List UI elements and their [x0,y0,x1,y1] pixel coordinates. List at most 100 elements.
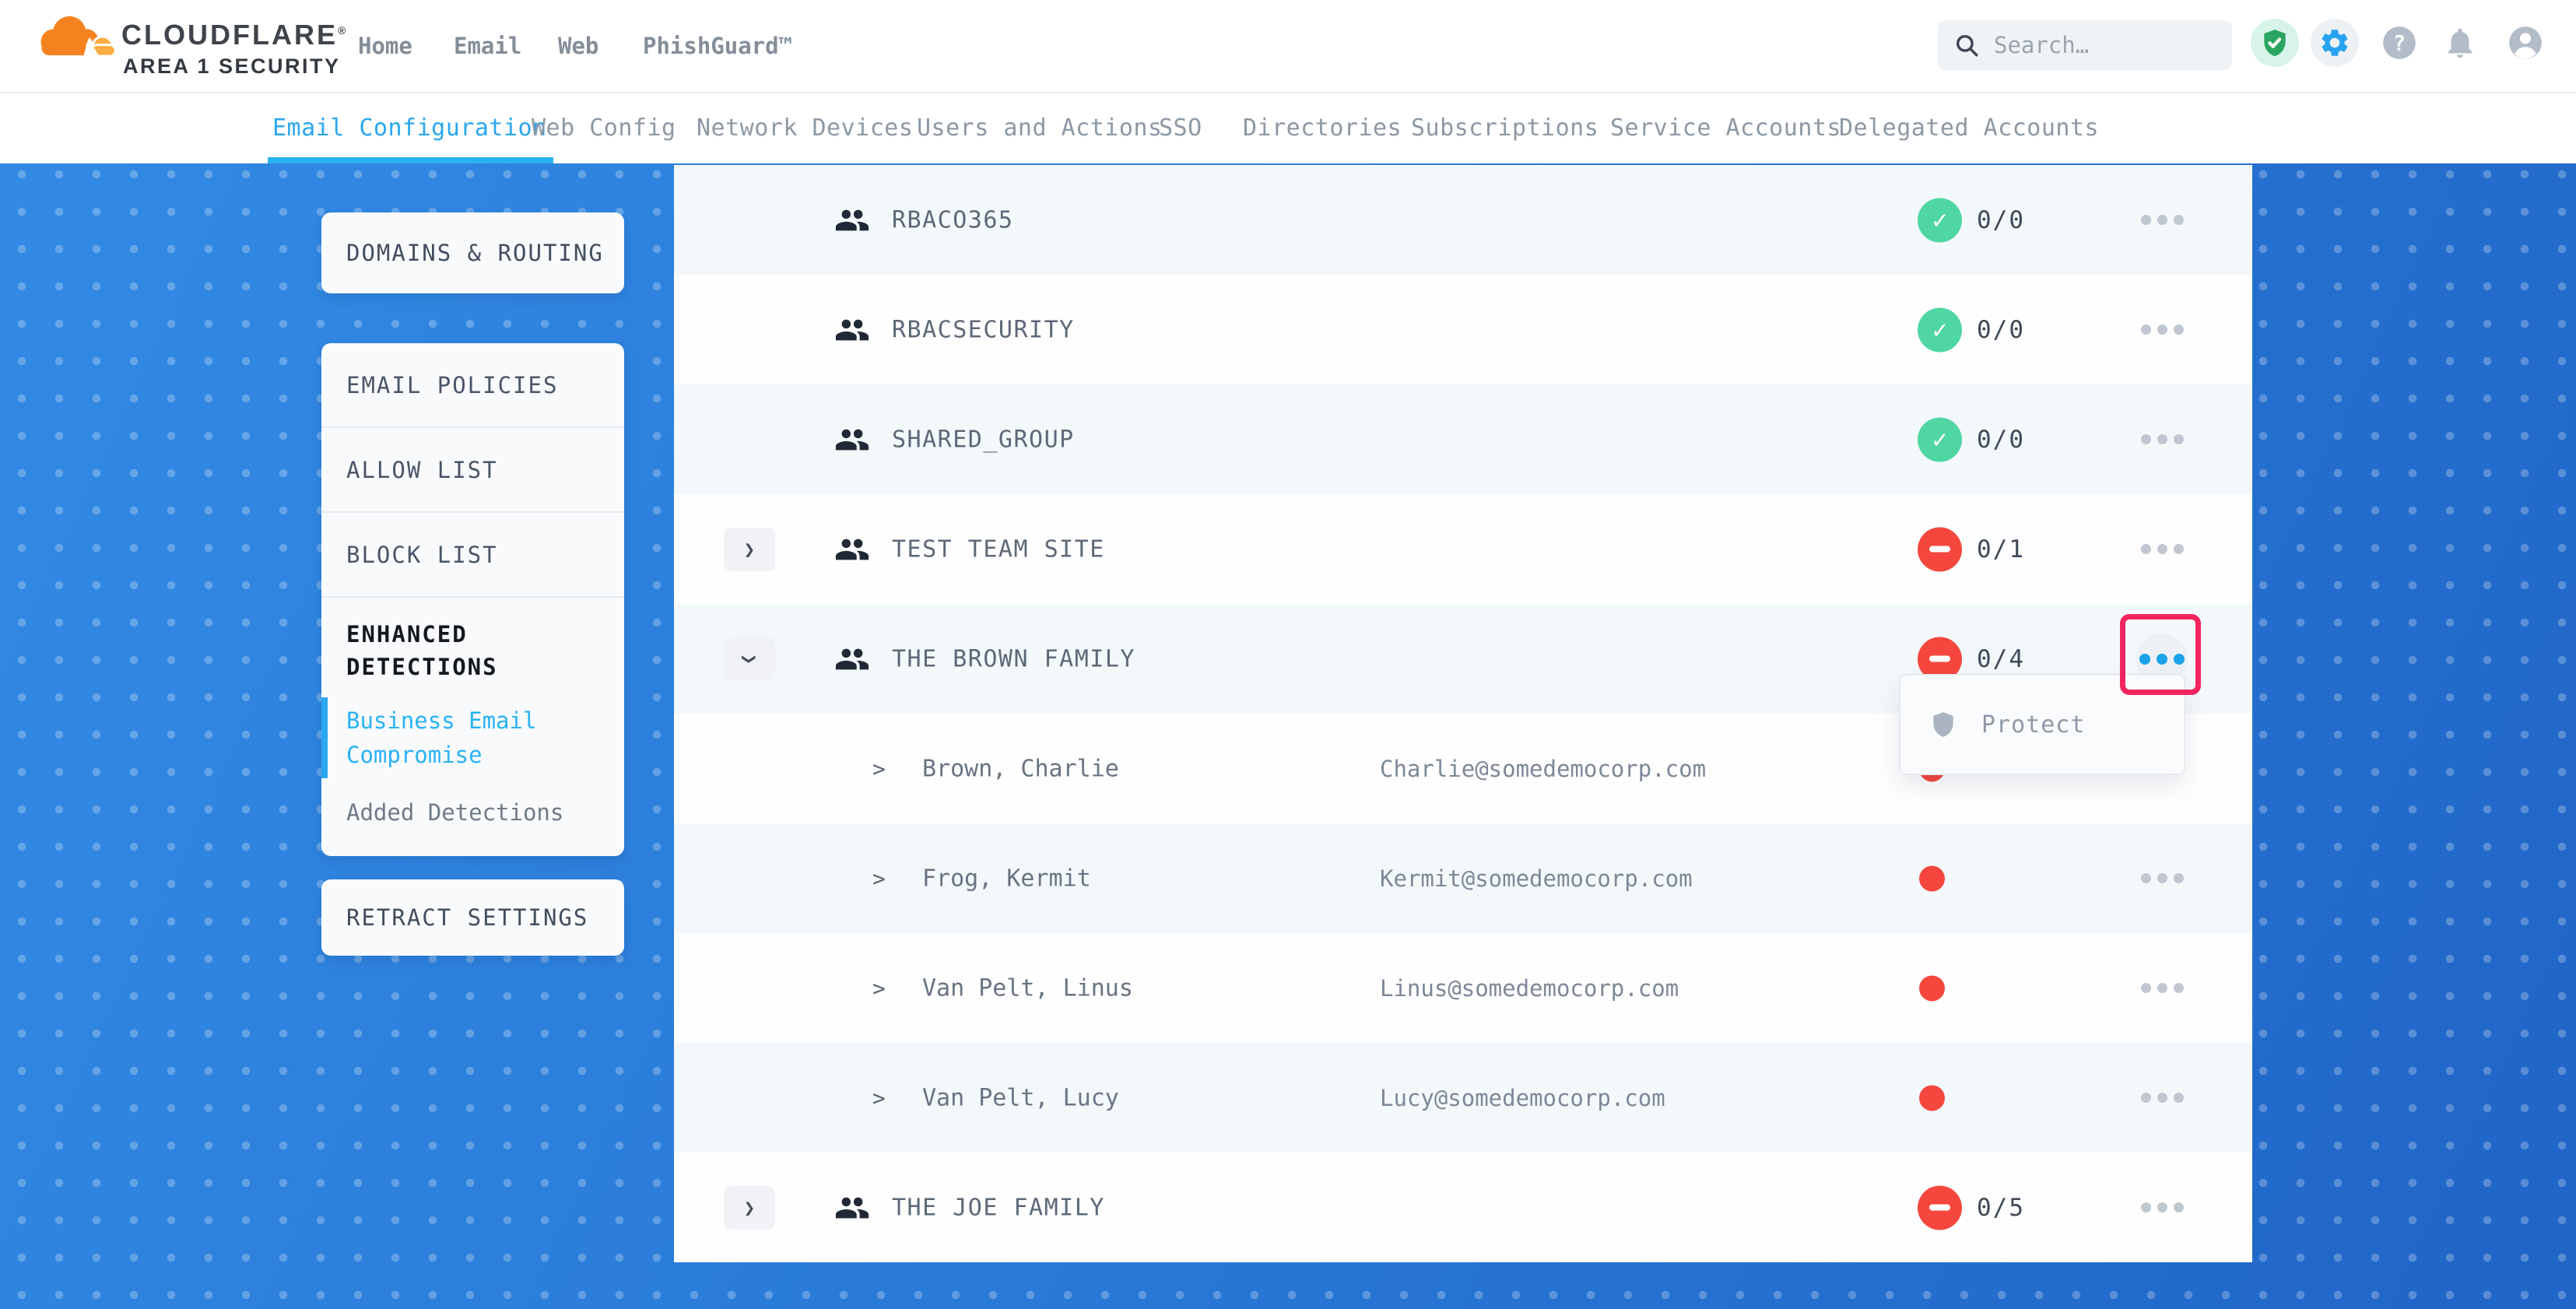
menu-item-protect[interactable]: Protect [1900,676,2184,774]
more-actions-button[interactable] [2136,1072,2188,1124]
account-button[interactable] [2501,19,2550,67]
status-badge-protected: ✓ [1918,417,1962,461]
question-icon: ? [2380,23,2419,62]
header-nav-link-home[interactable]: Home [358,33,412,59]
status-badge-unprotected [1918,637,1962,681]
more-actions-icon [2140,434,2184,444]
shield-icon [1928,710,1958,739]
chevron-right-icon[interactable]: > [872,756,886,781]
member-email: Kermit@somedemocorp.com [1380,865,1693,892]
member-email: Charlie@somedemocorp.com [1380,755,1707,782]
expand-button[interactable]: ❯ [724,1185,775,1230]
group-row-rbaco365: RBACO365 ✓ 0/0 [674,165,2252,275]
collapse-button[interactable]: ❯ [724,637,775,681]
header-nav-link-email[interactable]: Email [454,33,522,59]
groups-table: RBACO365 ✓ 0/0 RBACSECURITY ✓ 0/0 SHARED_GROUP… [674,165,2252,1262]
chevron-right-icon: ❯ [743,1196,756,1219]
group-icon [834,422,870,458]
sidebar-item-added-detections[interactable]: Added Detections [346,799,564,826]
more-actions-button[interactable] [2136,853,2188,904]
registered-mark: ® [337,24,346,37]
status-count: 0/1 [1977,535,2025,563]
status-dot-unprotected [1919,1085,1945,1111]
member-name: Brown, Charlie [922,755,1119,782]
group-row-the-joe-family: ❯ THE JOE FAMILY 0/5 [674,1153,2252,1262]
content-canvas: DOMAINS & ROUTING EMAIL POLICIES ALLOW LI… [0,163,2576,1309]
sidebar-item-business-email-compromise[interactable]: Business Email Compromise [321,697,599,778]
group-name: SHARED_GROUP [892,426,1075,453]
protection-status-button[interactable] [2251,19,2299,67]
more-actions-button[interactable] [2136,304,2188,356]
search-input[interactable] [1992,31,2224,59]
sidebar-policy-items: EMAIL POLICIES ALLOW LIST BLOCK LIST [321,343,624,598]
tab-subscriptions[interactable]: Subscriptions [1411,114,1599,142]
group-row-rbacsecurity: RBACSECURITY ✓ 0/0 [674,275,2252,384]
sidebar-label-retract-settings: RETRACT SETTINGS [346,904,589,931]
group-name: THE JOE FAMILY [892,1194,1105,1221]
status-badge-protected: ✓ [1918,307,1962,352]
tab-delegated-accounts[interactable]: Delegated Accounts [1839,114,2100,142]
sidebar-item-email-policies[interactable]: EMAIL POLICIES [321,343,624,428]
chevron-right-icon[interactable]: > [872,975,886,1001]
menu-item-label: Protect [1981,711,2086,739]
member-row-frog-kermit: > Frog, Kermit Kermit@somedemocorp.com [674,823,2252,933]
sidebar-heading-enhanced-detections: ENHANCED DETECTIONS [346,621,498,680]
more-actions-button[interactable] [2136,195,2188,246]
tab-service-accounts[interactable]: Service Accounts [1610,114,1841,142]
sidebar-item-allow-list[interactable]: ALLOW LIST [321,428,624,513]
more-actions-button[interactable] [2136,524,2188,575]
status-count: 0/5 [1977,1193,2025,1222]
tab-directories[interactable]: Directories [1243,114,1402,142]
check-icon: ✓ [1932,205,1948,235]
minus-icon [1929,1204,1950,1211]
more-actions-button[interactable] [2136,1182,2188,1234]
avatar-icon [2506,23,2545,62]
group-name: RBACSECURITY [892,316,1075,343]
settings-button[interactable] [2311,19,2359,67]
tab-sso[interactable]: SSO [1159,114,1202,142]
sidebar-card-domains-routing[interactable]: DOMAINS & ROUTING [321,212,624,293]
check-icon: ✓ [1932,314,1948,345]
member-name: Frog, Kermit [922,865,1091,892]
sidebar-item-block-list[interactable]: BLOCK LIST [321,513,624,598]
more-actions-button[interactable] [2136,414,2188,465]
status-count: 0/0 [1977,315,2025,344]
status-badge-protected: ✓ [1918,198,1962,242]
check-icon: ✓ [1932,424,1948,454]
help-button[interactable]: ? [2375,19,2423,67]
search-box [1938,20,2232,70]
svg-text:?: ? [2393,32,2406,56]
shield-check-icon [2259,27,2290,58]
group-icon [834,532,870,567]
tab-network-devices[interactable]: Network Devices [697,114,914,142]
expand-button[interactable]: ❯ [724,527,775,571]
notifications-button[interactable] [2436,19,2484,67]
sidebar-enhanced-items: Business Email Compromise Added Detection… [321,697,599,830]
bell-icon [2442,25,2478,61]
group-name: TEST TEAM SITE [892,535,1105,563]
tab-web-config[interactable]: Web Config [532,114,676,142]
minus-icon [1929,546,1950,553]
tab-email-configuration[interactable]: Email Configuration [268,92,553,163]
search-icon [1953,32,1980,58]
chevron-right-icon[interactable]: > [872,865,886,891]
header-nav-link-phishguard[interactable]: PhishGuard™ [643,33,793,59]
sidebar-section-enhanced-detections: ENHANCED DETECTIONS Business Email Compr… [321,598,624,856]
sidebar-card-retract-settings[interactable]: RETRACT SETTINGS [321,879,624,956]
more-actions-icon [2140,873,2184,883]
chevron-right-icon[interactable]: > [872,1085,886,1111]
more-actions-icon [2140,1202,2184,1212]
more-actions-icon [2140,215,2184,225]
group-row-the-brown-family: ❯ THE BROWN FAMILY 0/4 [674,604,2252,714]
status-dot-unprotected [1919,865,1945,891]
tab-users-and-actions[interactable]: Users and Actions [917,114,1163,142]
more-actions-button[interactable] [2136,963,2188,1014]
top-header: CLOUDFLARE® AREA 1 SECURITY Home Email Web… [0,0,2576,93]
group-icon [834,202,870,238]
header-nav-link-web[interactable]: Web [558,33,599,59]
brand-wordmark: CLOUDFLARE® [121,19,346,51]
sidebar-card-email-policies: EMAIL POLICIES ALLOW LIST BLOCK LIST ENHAN… [321,343,624,856]
member-email: Linus@somedemocorp.com [1380,974,1679,1002]
group-icon [834,641,870,677]
